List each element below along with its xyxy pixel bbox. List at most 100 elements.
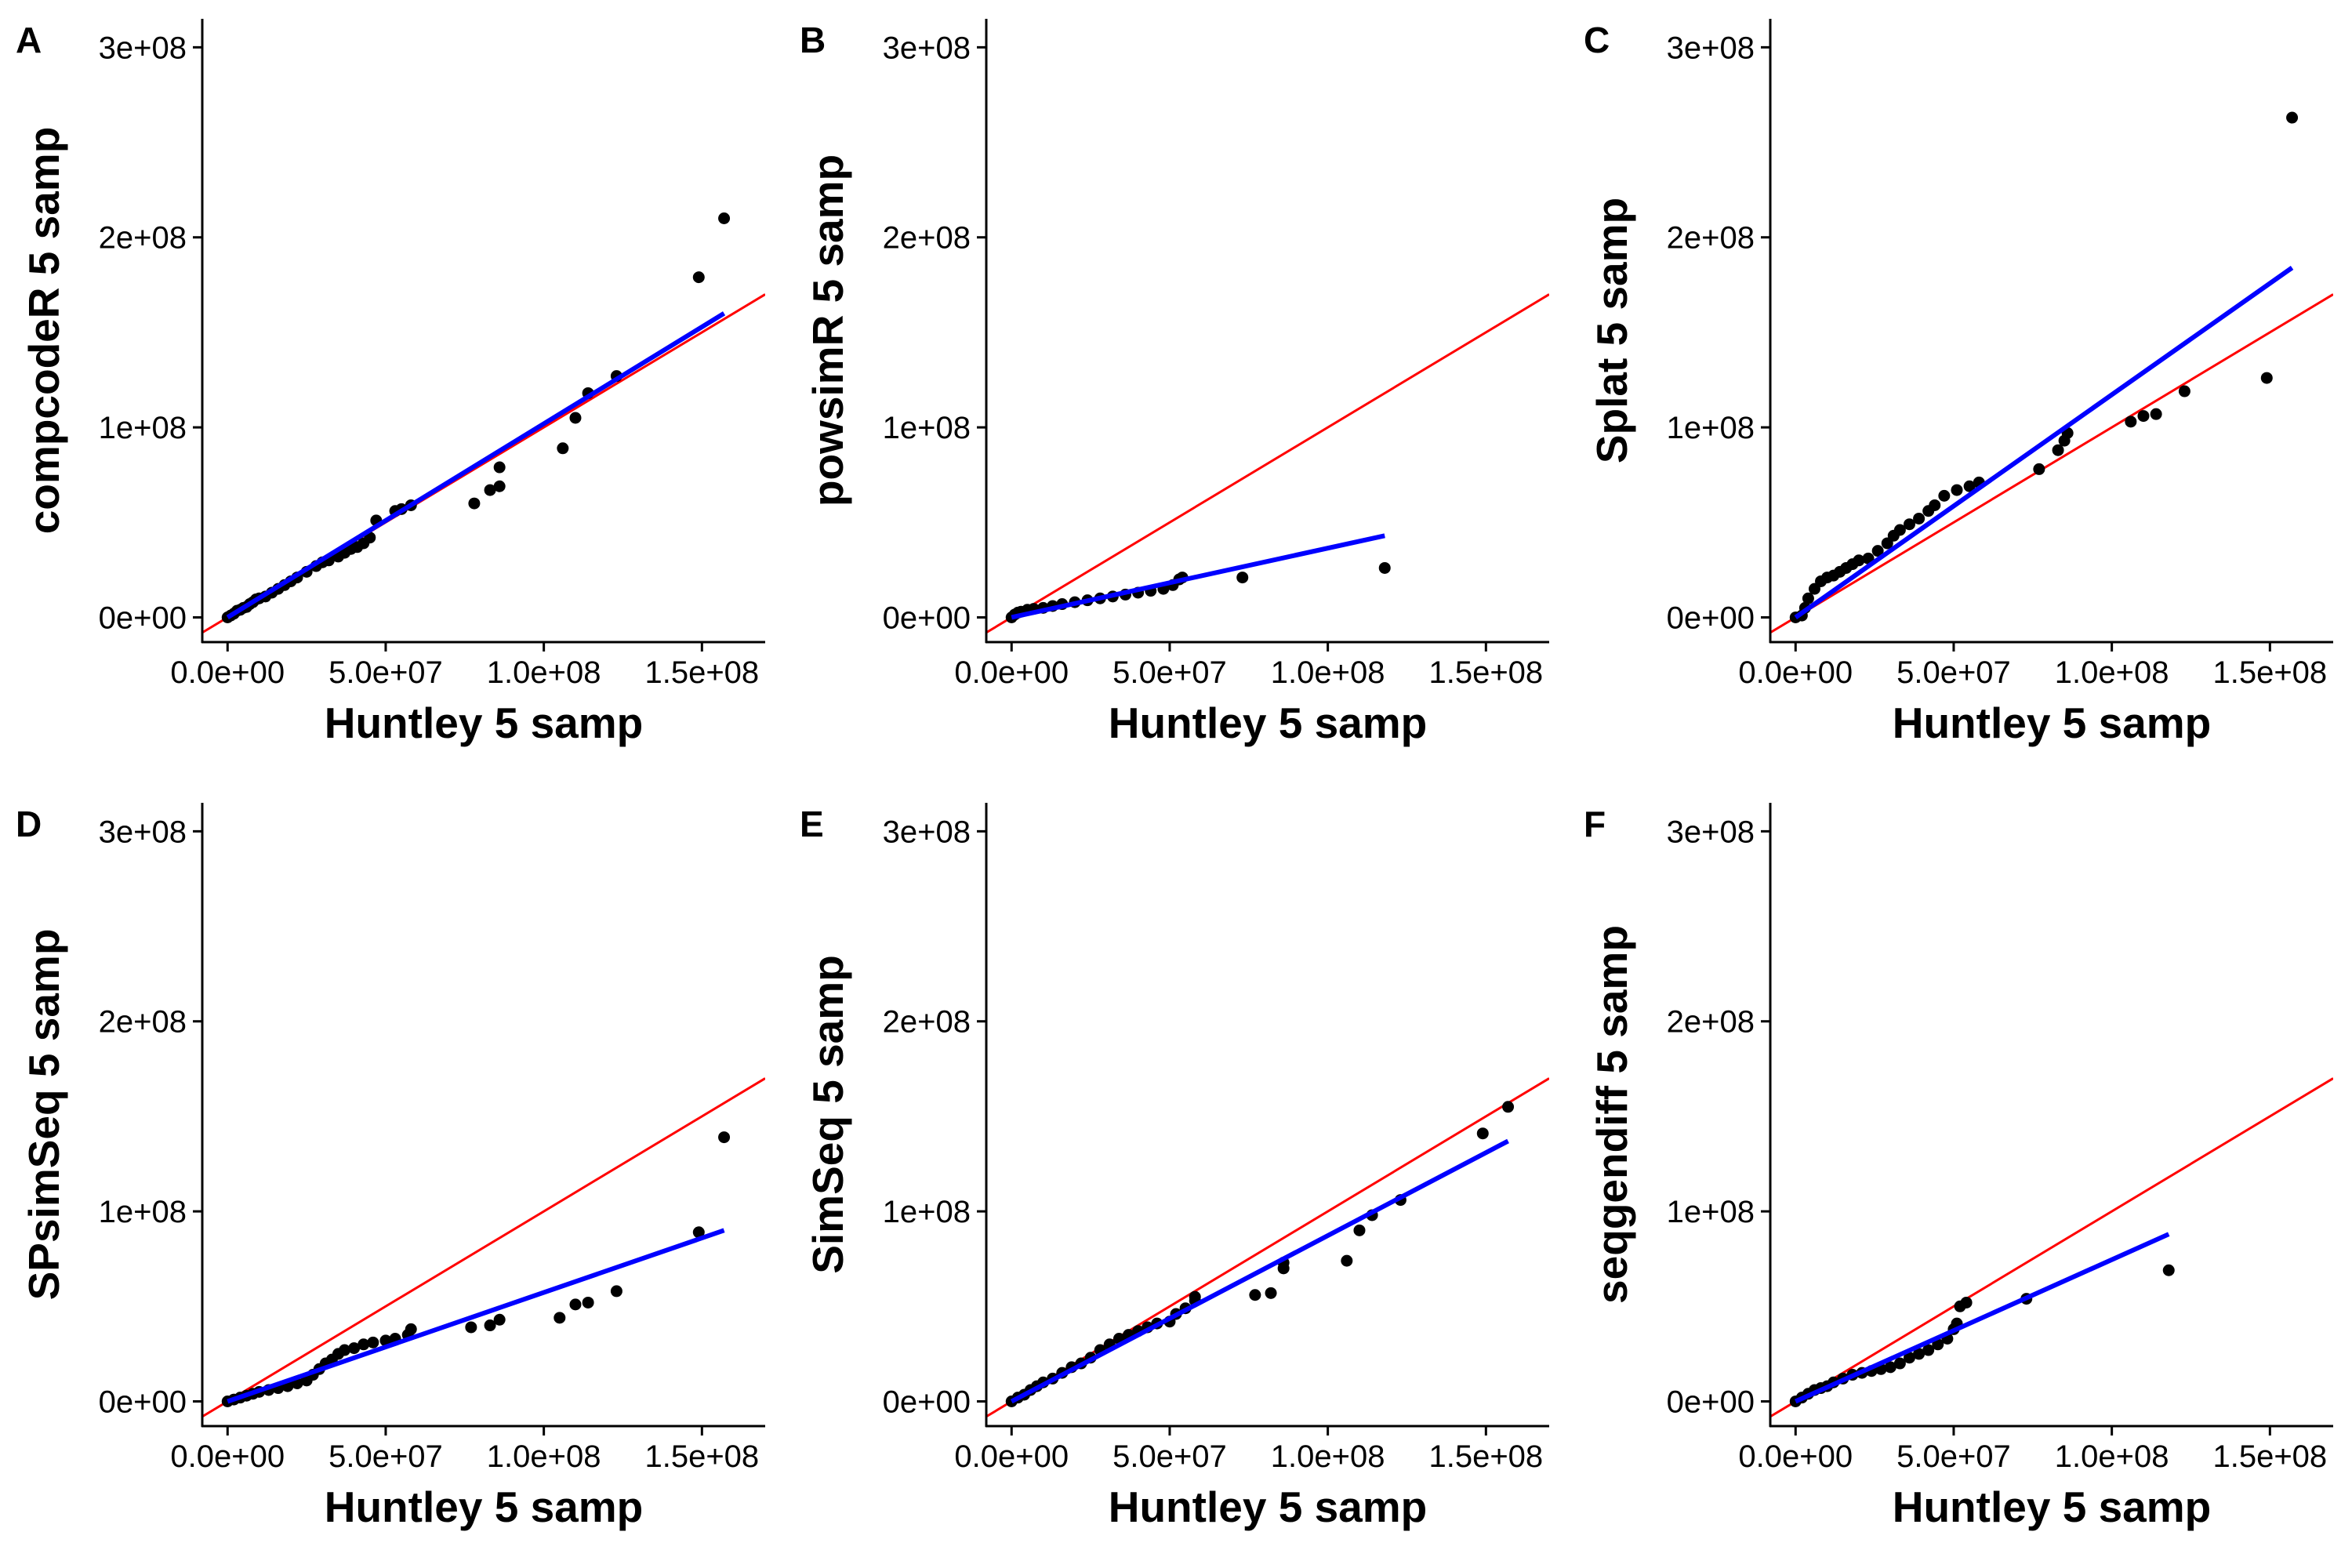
data-point [2286, 111, 2299, 124]
y-tick-label: 3e+08 [1667, 31, 1755, 65]
data-point [1951, 484, 1963, 496]
data-point [718, 1131, 731, 1144]
y-tick-label: 0e+00 [883, 601, 971, 635]
x-tick-label: 5.0e+07 [328, 1439, 443, 1474]
x-tick-label: 1.0e+08 [1271, 655, 1385, 690]
data-point [1960, 1296, 1973, 1308]
data-point [358, 1338, 370, 1351]
data-point [554, 1312, 566, 1324]
x-axis-title: Huntley 5 samp [325, 1483, 644, 1531]
x-tick-label: 0.0e+00 [954, 1439, 1069, 1474]
data-point [2260, 372, 2273, 384]
y-tick-label: 3e+08 [99, 31, 187, 65]
data-point [1871, 545, 1884, 557]
x-axis-title: Huntley 5 samp [1893, 1483, 2212, 1531]
data-point [1378, 561, 1391, 574]
panel-c: 0.0e+00 5.0e+07 1.0e+08 1.5e+08 0e+00 1e+08 2e… [1584, 19, 2333, 747]
y-tick-label: 0e+00 [1667, 601, 1755, 635]
plot-area [1770, 111, 2333, 634]
identity-line [1770, 293, 2333, 634]
x-tick-label: 5.0e+07 [1896, 1439, 2011, 1474]
y-tick-label: 0e+00 [99, 601, 187, 635]
x-tick-label: 0.0e+00 [1738, 1439, 1853, 1474]
plot-area [986, 1077, 1549, 1418]
y-tick-label: 0e+00 [99, 1385, 187, 1419]
data-point [1903, 1352, 1915, 1364]
x-axis-title: Huntley 5 samp [1109, 1483, 1428, 1531]
x-tick-label: 5.0e+07 [328, 655, 443, 690]
data-point [692, 271, 705, 284]
y-tick-label: 2e+08 [883, 1005, 971, 1040]
y-tick-label: 2e+08 [99, 1005, 187, 1040]
data-point [1929, 499, 1941, 511]
data-point [465, 1321, 477, 1334]
plot-area [202, 1077, 765, 1418]
data-point [2125, 416, 2137, 428]
x-tick-label: 5.0e+07 [1112, 1439, 1227, 1474]
y-tick-label: 3e+08 [883, 815, 971, 849]
data-point [1903, 518, 1915, 531]
data-point [569, 1298, 582, 1311]
data-point [484, 484, 496, 496]
x-tick-label: 1.5e+08 [1428, 655, 1543, 690]
data-point [2150, 408, 2162, 420]
data-point [1893, 524, 1906, 536]
y-tick-label: 2e+08 [1667, 1005, 1755, 1040]
data-point [557, 442, 569, 455]
plot-area [1770, 1077, 2333, 1418]
x-tick-label: 0.0e+00 [1738, 655, 1853, 690]
y-axis-title: seqgendiff 5 samp [1588, 925, 1636, 1304]
data-point [1884, 1361, 1896, 1374]
data-point [1922, 1344, 1935, 1356]
data-point [1341, 1254, 1353, 1267]
x-tick-label: 1.5e+08 [1428, 1439, 1543, 1474]
x-tick-label: 5.0e+07 [1896, 655, 2011, 690]
y-tick-label: 0e+00 [1667, 1385, 1755, 1419]
y-axis-title: SimSeq 5 samp [804, 955, 852, 1274]
plot-area [986, 293, 1549, 634]
data-point [1189, 1290, 1201, 1303]
y-tick-label: 1e+08 [883, 1195, 971, 1229]
data-point [348, 1342, 361, 1355]
data-point [367, 1336, 379, 1348]
data-point [2162, 1264, 2175, 1276]
panel-d: 0.0e+00 5.0e+07 1.0e+08 1.5e+08 0e+00 1e+08 2e… [16, 803, 765, 1531]
identity-line [986, 293, 1549, 634]
y-tick-label: 1e+08 [883, 411, 971, 445]
x-axis-title: Huntley 5 samp [325, 699, 644, 747]
y-tick-label: 3e+08 [883, 31, 971, 65]
y-tick-label: 3e+08 [1667, 815, 1755, 849]
data-point [1502, 1101, 1515, 1113]
panel-letter: D [16, 804, 42, 844]
y-tick-label: 1e+08 [1667, 1195, 1755, 1229]
x-tick-label: 0.0e+00 [170, 1439, 285, 1474]
y-axis-title: powsimR 5 samp [804, 154, 852, 506]
y-tick-label: 2e+08 [883, 221, 971, 256]
data-point [1893, 1357, 1906, 1370]
data-point [610, 1285, 622, 1298]
y-tick-label: 2e+08 [1667, 221, 1755, 256]
fit-line [1794, 266, 2294, 619]
y-axis-title: Splat 5 samp [1588, 198, 1636, 463]
x-tick-label: 1.5e+08 [2212, 655, 2327, 690]
panel-letter: B [800, 20, 826, 60]
data-point [1913, 512, 1926, 524]
data-point [2137, 410, 2150, 423]
y-tick-label: 0e+00 [883, 1385, 971, 1419]
x-axis-title: Huntley 5 samp [1109, 699, 1428, 747]
x-tick-label: 1.5e+08 [2212, 1439, 2327, 1474]
panel-a: 0.0e+00 5.0e+07 1.0e+08 1.5e+08 0e+00 1e+08 2e… [16, 19, 765, 747]
panel-e: 0.0e+00 5.0e+07 1.0e+08 1.5e+08 0e+00 1e+08 2e… [800, 803, 1549, 1531]
panel-letter: C [1584, 20, 1610, 60]
y-axis-title: compcodeR 5 samp [20, 127, 68, 535]
fit-line [227, 1228, 725, 1404]
data-point [1963, 480, 1976, 492]
fit-line [226, 311, 726, 620]
data-point [405, 1323, 417, 1335]
y-axis-title: SPsimSeq 5 samp [20, 929, 68, 1301]
data-point [468, 497, 481, 510]
panel-letter: A [16, 20, 42, 60]
x-tick-label: 1.0e+08 [2055, 1439, 2169, 1474]
data-point [2033, 463, 2045, 475]
